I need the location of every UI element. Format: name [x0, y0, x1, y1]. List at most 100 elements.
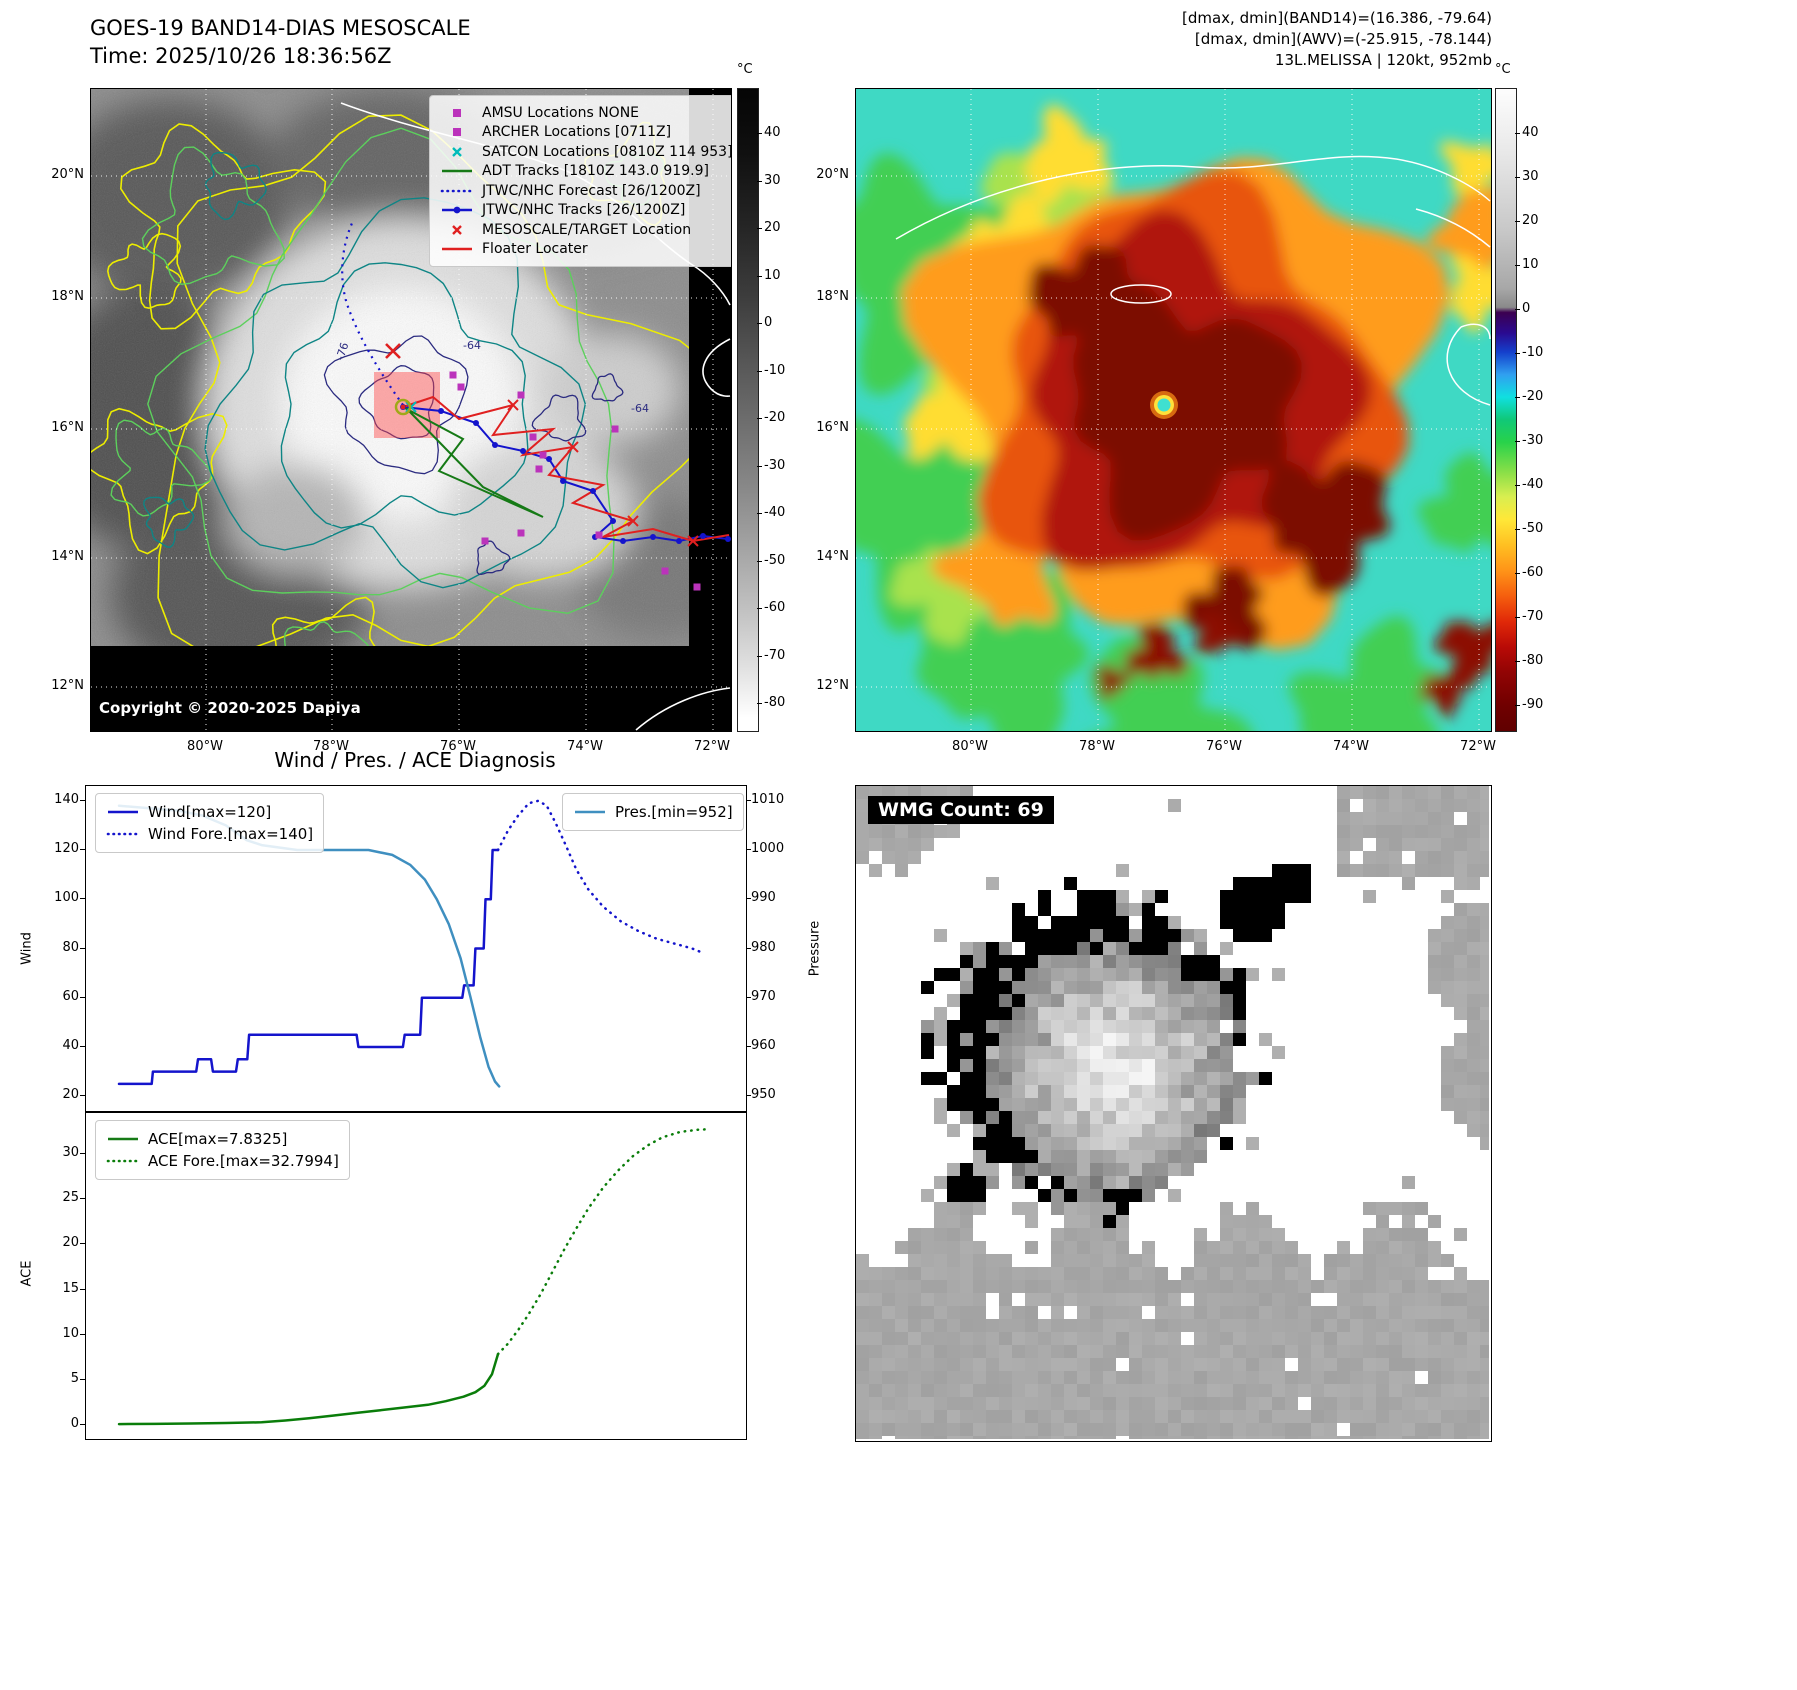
contour-label: -76	[333, 341, 351, 362]
ace-tick-label: 30	[62, 1145, 79, 1161]
floater-track	[402, 395, 730, 543]
amsu-archer-marker	[517, 391, 525, 399]
legend-item: Pres.[min=952]	[573, 801, 733, 823]
tick-mark	[1515, 573, 1520, 574]
tick-mark	[80, 947, 85, 949]
pressure-tick-label: 980	[751, 939, 776, 955]
pressure-tick-label: 1000	[751, 841, 785, 856]
ace-tick-label: 10	[62, 1325, 79, 1341]
dmax-dmin-awv: [dmax, dmin](AWV)=(-25.915, -78.144)	[1194, 30, 1492, 48]
square-magenta-icon	[453, 108, 461, 117]
x-cyan-icon	[452, 146, 462, 157]
tick-mark	[757, 655, 762, 657]
pressure-tick-label: 950	[751, 1087, 776, 1103]
line-blue-icon	[108, 810, 138, 814]
colorbar-tick-label: -90	[1522, 697, 1544, 712]
diagnosis-title: Wind / Pres. / ACE Diagnosis	[274, 748, 556, 772]
awv-header: [dmax, dmin](BAND14)=(16.386, -79.64) [d…	[900, 8, 1492, 71]
awv-colorbar-unit: °C	[1495, 62, 1511, 77]
tick-mark	[1515, 177, 1520, 178]
legend-label: ACE Fore.[max=32.7994]	[148, 1152, 339, 1170]
colorbar-tick-label: -40	[764, 505, 786, 520]
line-green-icon	[108, 1137, 138, 1141]
lon-tick-label: 78°W	[313, 739, 349, 754]
linedot-blue-icon	[442, 206, 472, 214]
colorbar-tick-label: -30	[1522, 433, 1544, 448]
lat-tick-label: 14°N	[51, 549, 84, 564]
x-red-icon	[452, 224, 462, 235]
storm-center-dot	[400, 404, 406, 410]
ace-axis-label: ACE	[19, 1260, 35, 1287]
wind-tick-label: 40	[62, 1037, 79, 1053]
tick-mark	[757, 228, 762, 229]
legend-item: ARCHER Locations [0711Z]	[440, 123, 731, 143]
tick-mark	[1515, 309, 1520, 310]
pressure-tick-label: 1010	[751, 791, 785, 807]
dotted-blue-icon	[106, 832, 140, 836]
adt-track	[402, 406, 544, 518]
wmg-count-badge: WMG Count: 69	[868, 796, 1054, 824]
tick-mark	[757, 323, 762, 324]
tick-mark	[757, 608, 762, 609]
amsu-archer-marker	[693, 583, 701, 591]
amsu-archer-marker	[517, 529, 525, 537]
colorbar-tick-label: 0	[1522, 301, 1531, 316]
band14-title: GOES-19 BAND14-DIAS MESOSCALE	[90, 16, 471, 40]
ace-plot	[117, 1127, 712, 1426]
amsu-archer-marker	[661, 567, 669, 575]
wmg-panel: WMG Count: 69	[855, 785, 1492, 1442]
tick-mark	[757, 180, 762, 182]
amsu-archer-marker	[457, 383, 465, 391]
colorbar-tick-label: -70	[764, 647, 786, 663]
series-dotted	[496, 799, 706, 955]
amsu-archer-marker	[449, 371, 457, 379]
dmax-dmin-band14: [dmax, dmin](BAND14)=(16.386, -79.64)	[1181, 9, 1492, 27]
colorbar-tick-label: -60	[1522, 565, 1544, 580]
colorbar-tick-label: -20	[1522, 389, 1544, 404]
tick-mark	[80, 1095, 85, 1097]
awv-satellite-image	[856, 89, 1491, 731]
tick-mark	[1515, 133, 1520, 134]
tick-mark	[757, 560, 762, 562]
tick-mark	[80, 849, 85, 850]
tick-mark	[80, 1378, 85, 1380]
legend-label: ACE[max=7.8325]	[148, 1130, 288, 1148]
colorbar-tick-label: 40	[1522, 125, 1539, 140]
latlon-grid	[856, 89, 1491, 731]
ace-tick-label: 25	[62, 1190, 79, 1206]
legend-label: SATCON Locations [0810Z 114 953]	[482, 143, 732, 160]
wind-tick-label: 140	[54, 791, 79, 807]
enhanced-ir-field	[856, 104, 1491, 731]
lat-tick-label: 20°N	[816, 167, 849, 182]
tick-mark	[80, 996, 85, 998]
tick-mark	[757, 370, 762, 372]
legend-label: MESOSCALE/TARGET Location	[482, 221, 692, 238]
wmg-pixel-image	[856, 786, 1489, 1439]
ace-tick-label: 20	[62, 1235, 79, 1251]
pressure-tick-label: 970	[751, 988, 776, 1004]
x-marker	[687, 535, 699, 547]
legend-item: ACE Fore.[max=32.7994]	[106, 1150, 339, 1172]
band14-colorbar	[737, 88, 759, 732]
tick-mark	[1515, 705, 1520, 706]
lat-tick-label: 16°N	[816, 420, 849, 435]
amsu-archer-marker	[611, 425, 619, 433]
legend-label: Pres.[min=952]	[615, 803, 733, 821]
ace-tick-label: 15	[62, 1280, 79, 1296]
pressure-tick-label: 990	[751, 890, 776, 906]
lon-tick-label: 76°W	[1206, 739, 1242, 754]
wind-tick-label: 120	[54, 841, 79, 856]
tick-mark	[1515, 221, 1520, 222]
wind-tick-label: 80	[62, 939, 79, 955]
colorbar-tick-label: 0	[764, 315, 773, 330]
tick-mark	[746, 849, 751, 850]
band14-colorbar-unit: °C	[737, 62, 753, 77]
wind-axis-label: Wind	[19, 932, 35, 965]
tick-mark	[1515, 529, 1520, 530]
wind-legend: Wind[max=120] Wind Fore.[max=140]	[95, 793, 325, 853]
copyright: Copyright © 2020-2025 Dapiya	[99, 699, 361, 717]
pressure-tick-label: 960	[751, 1037, 776, 1053]
colorbar-tick-label: -60	[764, 600, 786, 615]
legend-label: Wind[max=120]	[148, 803, 272, 821]
